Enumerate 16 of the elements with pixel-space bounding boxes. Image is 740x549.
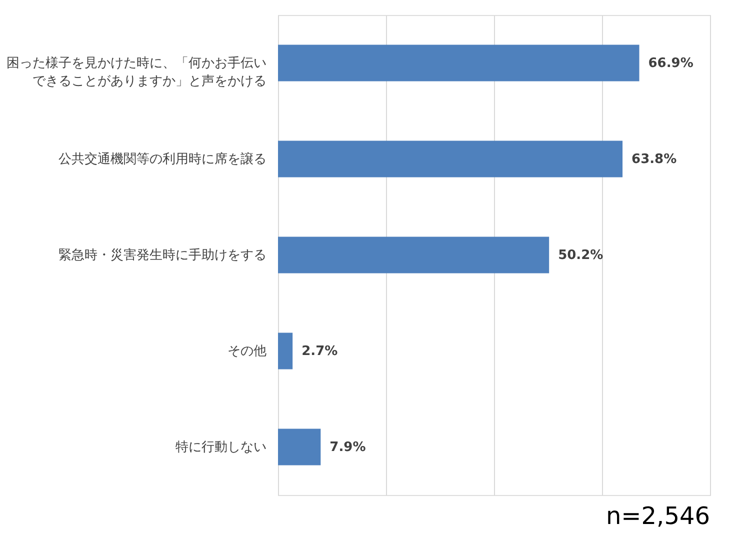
bar bbox=[278, 332, 293, 370]
y-tick-label: 緊急時・災害発生時に手助けをする bbox=[58, 247, 266, 263]
bar bbox=[278, 236, 550, 274]
data-label: 63.8% bbox=[632, 152, 677, 167]
bar bbox=[278, 140, 623, 178]
data-label: 2.7% bbox=[302, 344, 338, 359]
text: n=2,546 bbox=[606, 502, 710, 530]
y-tick-label: 特に行動しない bbox=[176, 440, 266, 455]
bar bbox=[278, 428, 321, 466]
y-tick-label: その他 bbox=[228, 344, 266, 359]
data-label: 50.2% bbox=[558, 248, 604, 263]
data-label: 66.9% bbox=[648, 56, 694, 71]
bar bbox=[278, 44, 640, 82]
y-tick-label: 困った様子を見かけた時に、「何かお手伝いできることがありますか」と声をかける bbox=[6, 56, 266, 89]
data-label: 7.9% bbox=[330, 440, 366, 455]
y-tick-label: 公共交通機関等の利用時に席を譲る bbox=[58, 151, 266, 167]
